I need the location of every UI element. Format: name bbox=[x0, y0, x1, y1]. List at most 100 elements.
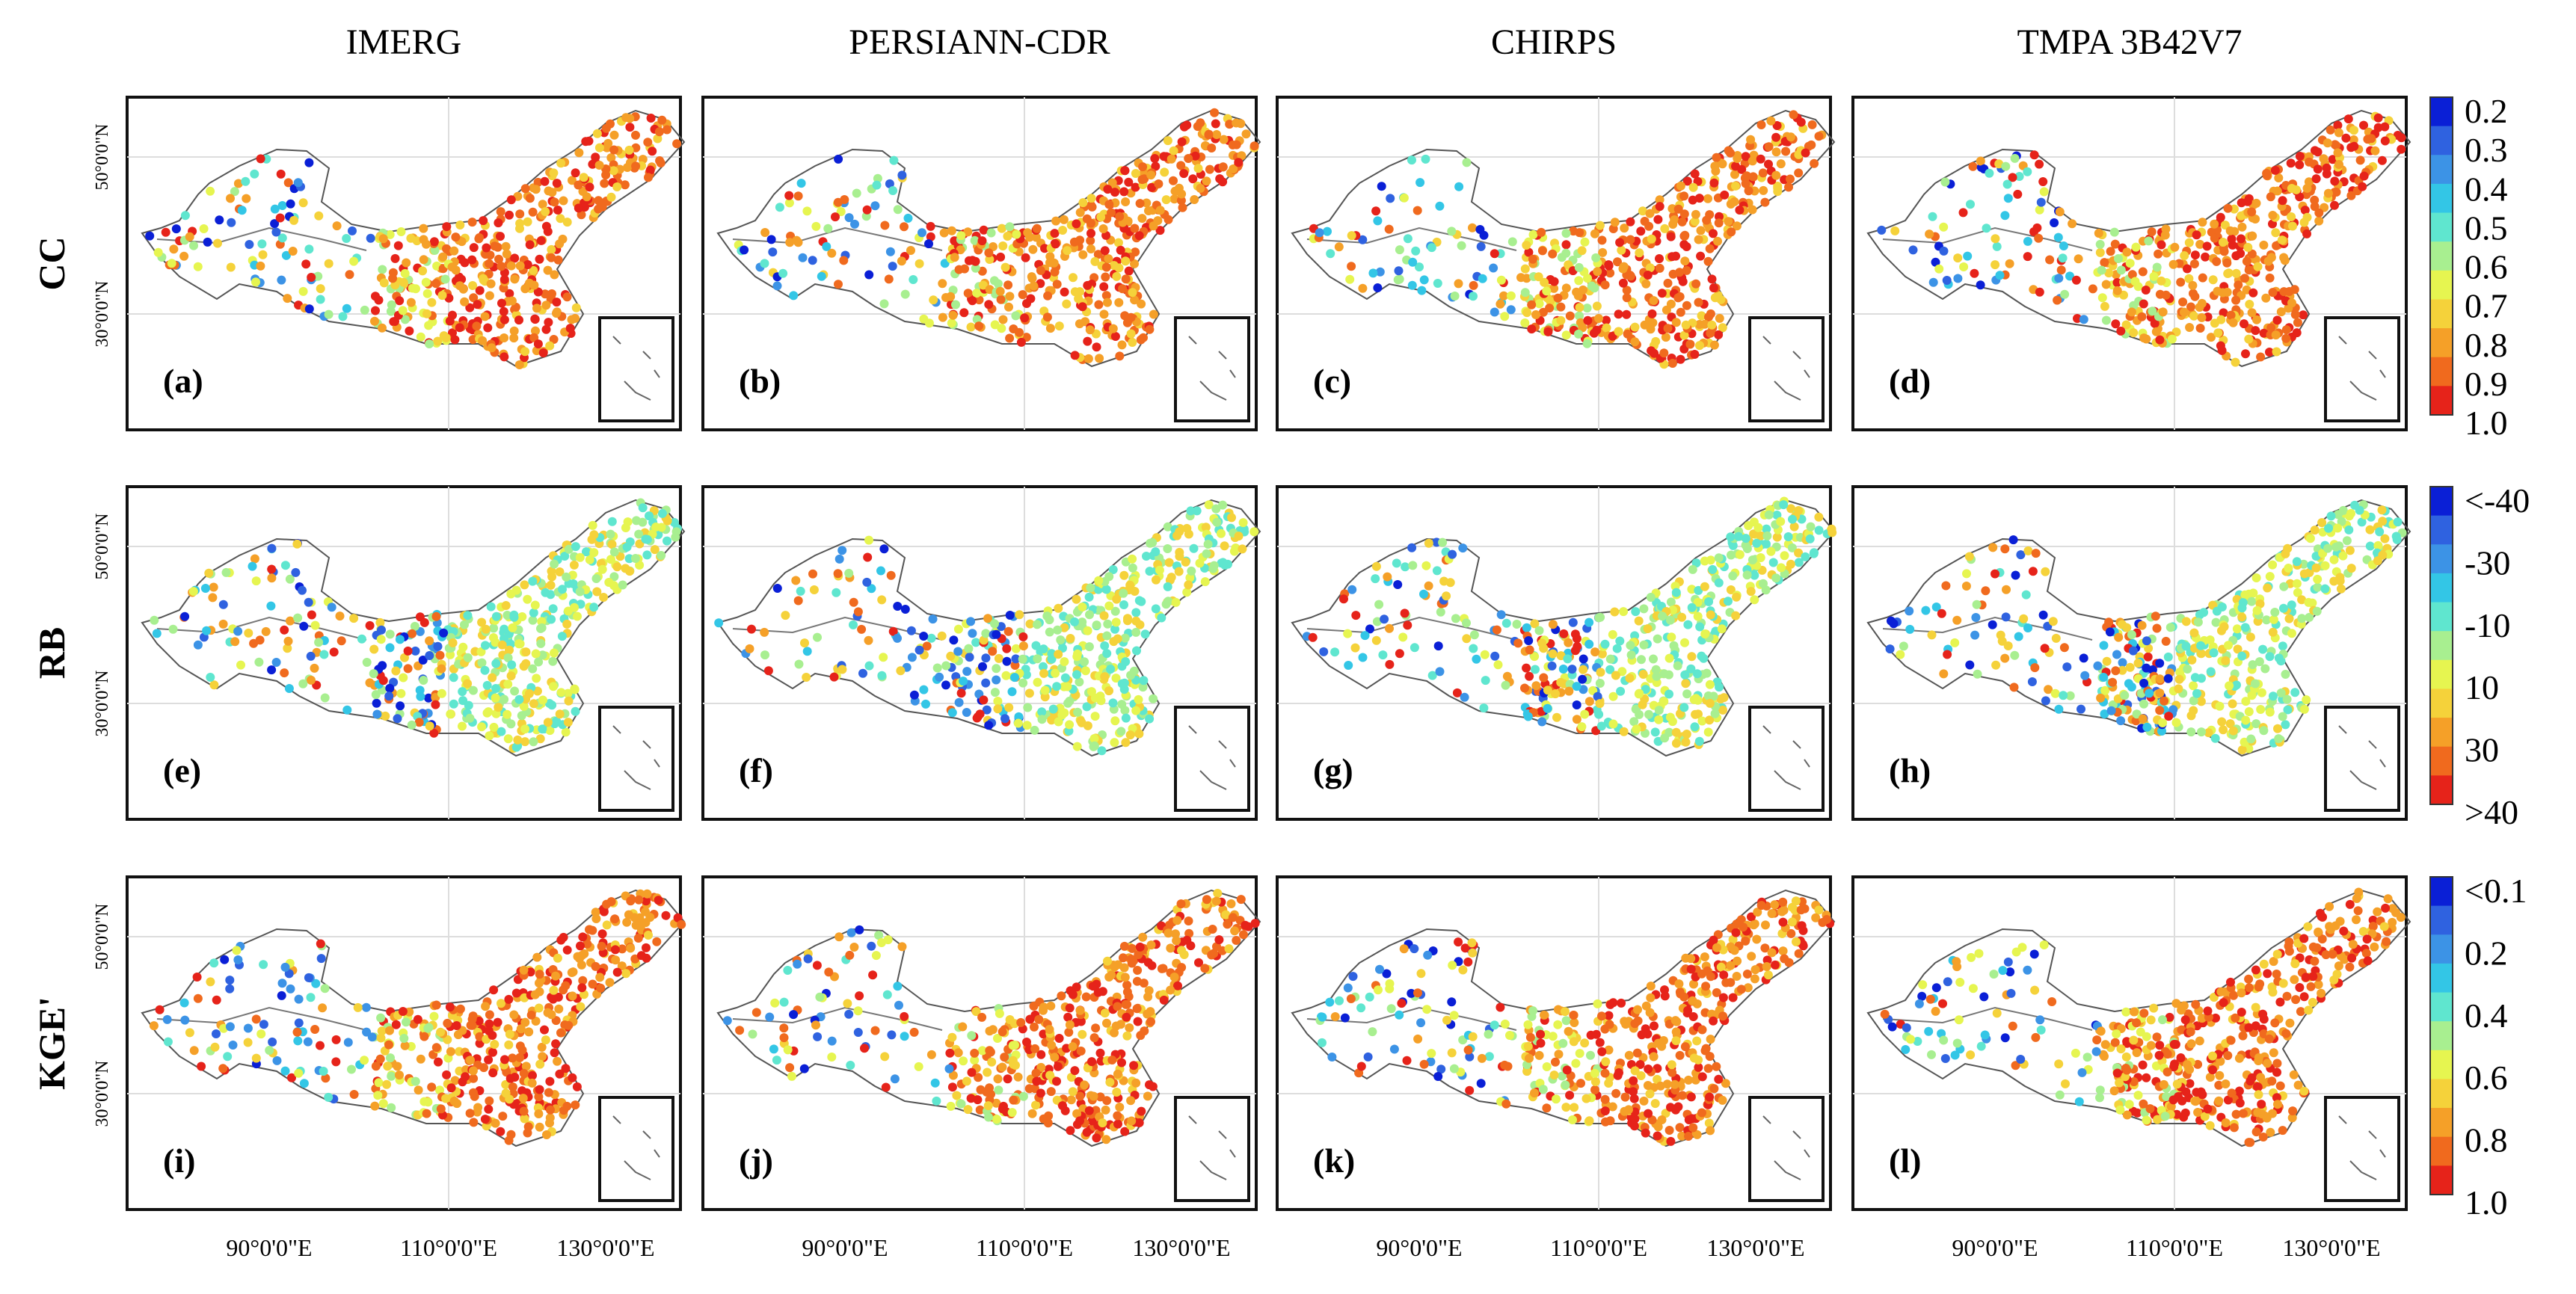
station-dot bbox=[2132, 709, 2142, 719]
station-dot bbox=[1112, 594, 1122, 604]
station-dot bbox=[1737, 164, 1747, 174]
station-dot bbox=[1547, 661, 1557, 671]
station-dot bbox=[1762, 524, 1771, 534]
station-dot bbox=[1618, 278, 1628, 288]
station-dot bbox=[1501, 680, 1510, 690]
station-dot bbox=[1786, 132, 1795, 142]
station-dot bbox=[1134, 729, 1144, 739]
station-dot bbox=[534, 1092, 544, 1102]
station-dot bbox=[535, 1122, 544, 1132]
station-dot bbox=[1692, 669, 1702, 679]
station-dot bbox=[564, 696, 574, 706]
station-dot bbox=[233, 179, 243, 188]
station-dot bbox=[558, 585, 567, 594]
station-dot bbox=[1080, 666, 1090, 676]
station-dot bbox=[1000, 714, 1009, 724]
station-dot bbox=[418, 656, 428, 665]
station-dot bbox=[430, 245, 440, 255]
station-dot bbox=[1060, 673, 1070, 683]
station-dot bbox=[2274, 734, 2284, 744]
station-dot bbox=[515, 1053, 525, 1062]
station-dot bbox=[2244, 707, 2254, 716]
station-dot bbox=[1120, 633, 1130, 643]
station-dot bbox=[2287, 212, 2296, 221]
station-dot bbox=[554, 1004, 564, 1014]
station-dot bbox=[663, 536, 671, 546]
station-dot bbox=[2355, 155, 2365, 165]
station-dot bbox=[1438, 537, 1448, 547]
station-dot bbox=[537, 623, 547, 632]
station-dot bbox=[1685, 339, 1695, 349]
station-dot bbox=[179, 251, 189, 261]
station-dot bbox=[1084, 642, 1094, 652]
station-dot bbox=[2105, 627, 2115, 637]
station-dot bbox=[565, 324, 575, 333]
station-dot bbox=[505, 289, 514, 298]
station-dot bbox=[1114, 298, 1124, 307]
station-dot bbox=[520, 724, 530, 734]
station-dot bbox=[2041, 696, 2050, 706]
station-dot bbox=[2127, 307, 2136, 317]
station-dot bbox=[2210, 233, 2219, 243]
station-dot bbox=[1655, 263, 1664, 273]
station-dot bbox=[995, 286, 1005, 296]
station-dot bbox=[168, 624, 178, 634]
station-dot bbox=[535, 1059, 545, 1069]
station-dot bbox=[1063, 1012, 1073, 1022]
station-dot bbox=[1161, 600, 1171, 609]
station-dot bbox=[1988, 620, 1997, 629]
station-dot bbox=[384, 1040, 393, 1050]
station-dot bbox=[1033, 654, 1042, 664]
station-dot bbox=[1393, 275, 1403, 285]
station-dot bbox=[465, 1109, 475, 1118]
station-dot bbox=[1024, 688, 1034, 698]
station-dot bbox=[1451, 614, 1460, 623]
row-label: KGE' bbox=[31, 996, 73, 1090]
colorbar-swatch bbox=[2430, 183, 2453, 214]
station-dot bbox=[481, 624, 491, 634]
station-dot bbox=[1759, 579, 1768, 588]
station-dot bbox=[277, 275, 286, 285]
station-dot bbox=[342, 304, 351, 313]
station-dot bbox=[571, 706, 580, 716]
station-dot bbox=[2241, 349, 2250, 359]
station-dot bbox=[1218, 162, 1228, 172]
station-dot bbox=[994, 653, 1003, 663]
station-dot bbox=[1045, 324, 1055, 333]
station-dot bbox=[988, 647, 997, 656]
station-dot bbox=[230, 637, 240, 647]
station-dot bbox=[521, 659, 531, 668]
station-dot bbox=[1047, 654, 1057, 664]
station-dot bbox=[1086, 236, 1095, 245]
station-dot bbox=[374, 1078, 384, 1088]
station-dot bbox=[209, 958, 219, 968]
station-dot bbox=[503, 734, 513, 744]
station-dot bbox=[304, 973, 313, 982]
station-dot bbox=[287, 1073, 296, 1082]
inset-map bbox=[1748, 316, 1825, 422]
station-dot bbox=[1130, 587, 1140, 596]
station-dot bbox=[1612, 644, 1622, 653]
station-dot bbox=[1120, 166, 1130, 176]
station-dot bbox=[2323, 543, 2333, 553]
station-dot bbox=[2053, 295, 2062, 305]
station-dot bbox=[1630, 322, 1640, 332]
station-dot bbox=[2279, 253, 2289, 262]
station-dot bbox=[2204, 728, 2213, 738]
station-dot bbox=[1575, 311, 1584, 321]
station-dot bbox=[545, 726, 555, 736]
station-dot bbox=[1520, 318, 1530, 327]
station-dot bbox=[760, 259, 769, 268]
station-dot bbox=[1130, 295, 1140, 305]
station-dot bbox=[2051, 633, 2061, 643]
station-dot bbox=[612, 967, 622, 977]
station-dot bbox=[1094, 576, 1104, 585]
station-dot bbox=[1073, 707, 1083, 717]
station-dot bbox=[1480, 650, 1490, 659]
station-dot bbox=[2142, 722, 2152, 732]
station-dot bbox=[1718, 323, 1727, 333]
station-dot bbox=[1749, 529, 1759, 539]
station-dot bbox=[885, 179, 894, 188]
station-dot bbox=[1549, 283, 1559, 293]
station-dot bbox=[1212, 517, 1222, 527]
